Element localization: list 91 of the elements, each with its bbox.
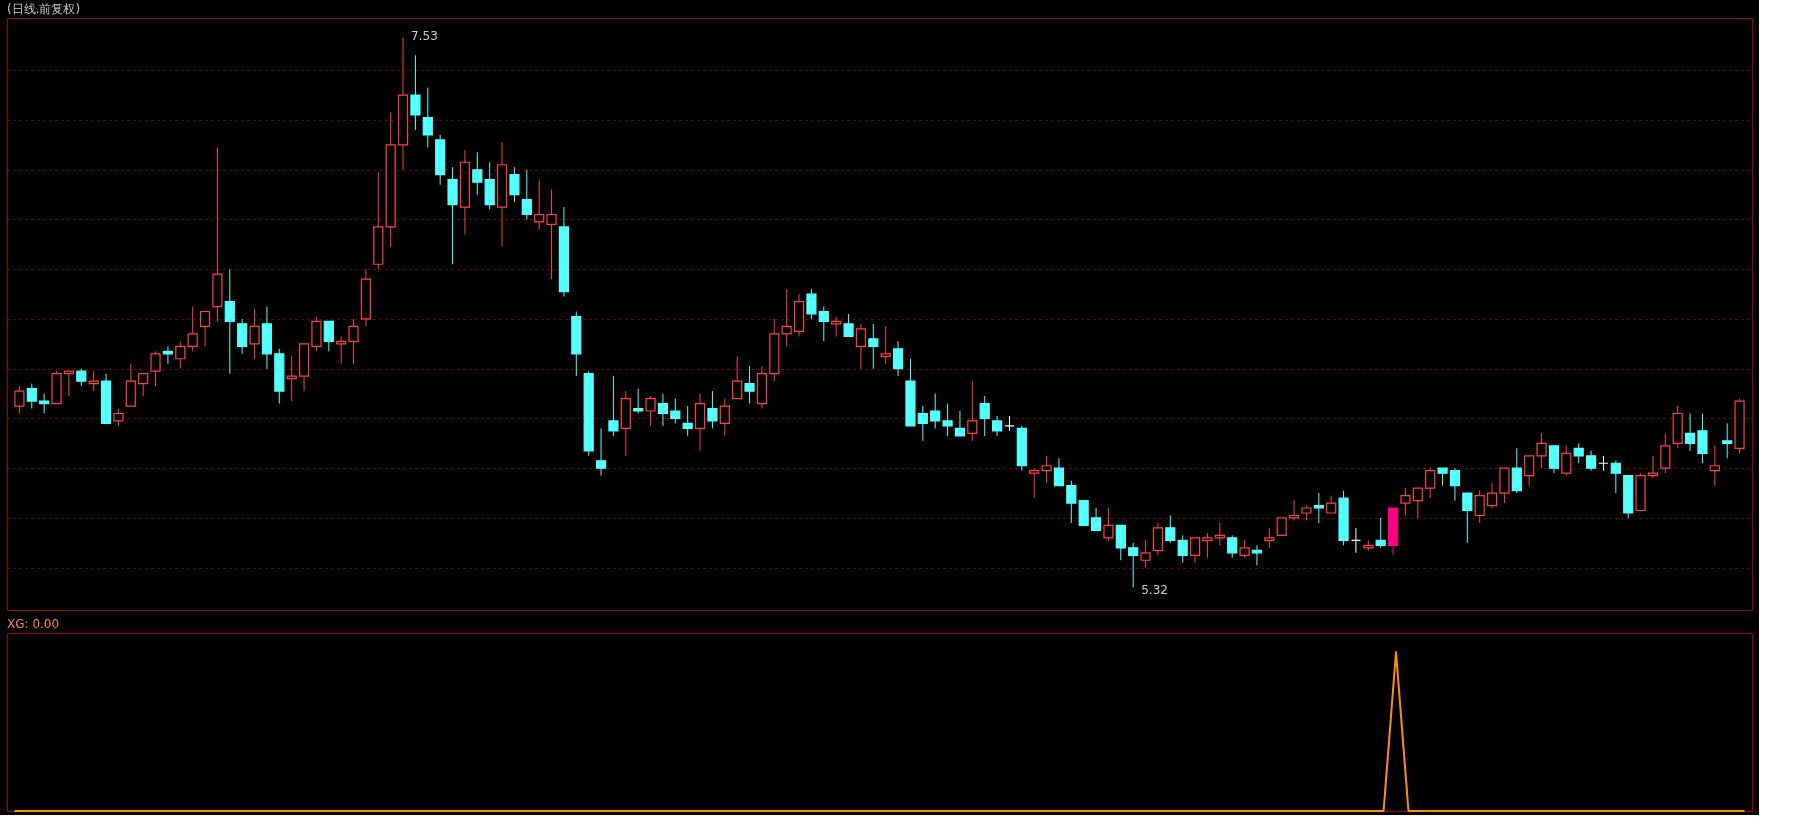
candlestick [917,405,928,442]
candlestick [1288,500,1300,521]
candlestick [1214,522,1225,546]
candlestick [979,395,990,437]
candlestick [744,365,755,405]
candlestick [954,410,966,437]
candlestick [1202,532,1213,559]
candlestick [348,318,359,365]
candlestick [991,415,1003,437]
candlestick [26,383,37,410]
candlestick [534,179,545,230]
candlestick [670,398,681,424]
candlestick [410,54,421,131]
annotation: 7.53 [411,28,438,43]
candlestick [1425,467,1436,499]
candlestick [1177,534,1188,564]
candlestick [1548,445,1560,474]
candlestick [967,380,978,442]
annotation: 5.32 [1141,582,1168,597]
candlestick [1103,507,1114,541]
candlestick [199,310,211,347]
candlestick [1709,445,1720,487]
candlestick [175,340,186,370]
candlestick [1041,455,1052,484]
candlestick [855,323,867,370]
candlestick [719,398,730,437]
candlestick [39,393,50,414]
candlestick [1264,527,1275,549]
candlestick [472,151,483,196]
candlestick [831,315,842,337]
candlestick [595,427,607,477]
candlestick [868,323,879,370]
chart-title: XG: 0.00 [7,617,60,631]
candlestick [930,393,941,429]
candlestick [1474,490,1485,524]
candlestick [1165,514,1176,544]
candlestick [1462,492,1473,544]
candlestick [880,325,891,365]
candlestick [1128,542,1139,589]
candlestick [645,395,656,427]
candlestick [633,388,644,414]
chart-title: (日线.前复权) [7,2,81,16]
candlestick [1561,445,1572,477]
candlestick [1660,432,1671,474]
candlestick [608,375,619,437]
candlestick [224,268,235,375]
candlestick [1573,442,1584,464]
candlestick [657,393,669,427]
candlestick [806,288,817,320]
candlestick [1140,539,1151,569]
candlestick [1412,487,1423,519]
candlestick [1189,537,1201,564]
candlestick [682,405,693,437]
candlestick [1524,455,1535,487]
candlestick [818,306,829,342]
candlestick [1610,460,1621,494]
candlestick [1152,522,1164,556]
candlestick [1486,482,1498,509]
candlestick [1684,413,1696,452]
candlestick [237,318,248,355]
candlestick [323,320,334,352]
candlestick [150,350,161,387]
candlestick [707,390,718,429]
candlestick [187,306,198,352]
candlestick [942,403,953,437]
candlestick [14,385,25,414]
candlestick [1536,432,1547,469]
candlestick [1375,517,1386,549]
candlestick [546,189,557,280]
candlestick [1585,450,1597,472]
candlestick [422,87,433,148]
candlestick [732,355,743,400]
candlestick [138,373,149,397]
candlestick [1090,507,1102,531]
candlestick [843,313,854,337]
candlestick [1722,422,1733,459]
candlestick [509,166,520,203]
candlestick [1115,524,1126,561]
candlestick [1313,492,1324,524]
candlestick [521,169,532,220]
candlestick [1066,480,1077,524]
candlestick [1400,487,1411,516]
candlestick [1227,534,1238,559]
candlestick [1449,467,1461,502]
candlestick [892,340,904,377]
candlestick [1029,467,1040,499]
candlestick [249,308,260,360]
candlestick [1511,447,1522,494]
candlestick [1697,413,1708,464]
candlestick [1053,457,1065,487]
candlestick [781,288,792,347]
